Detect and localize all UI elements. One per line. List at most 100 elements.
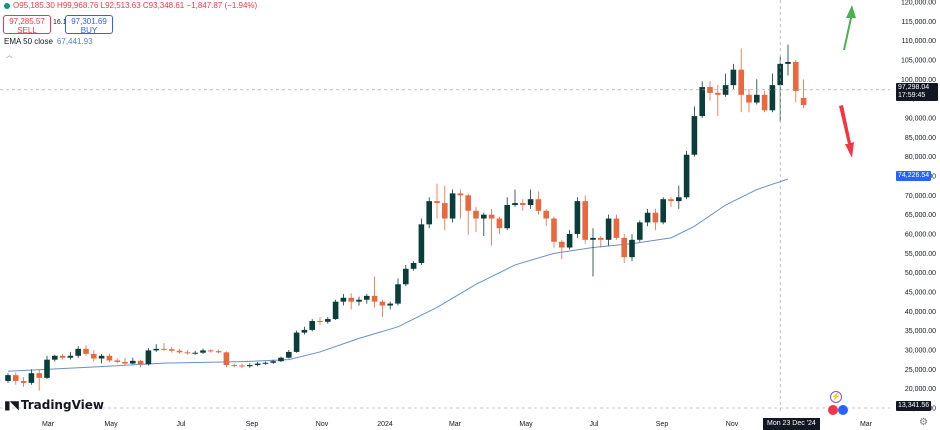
- candle-body: [722, 85, 729, 95]
- candle-body: [535, 199, 542, 211]
- sell-button[interactable]: 97,285.57 SELL: [3, 15, 51, 35]
- y-tick-label: 45,000.00: [905, 290, 936, 297]
- candle-body: [200, 350, 206, 353]
- candle: [527, 189, 534, 209]
- candle-body: [543, 210, 549, 219]
- candle-body: [52, 355, 58, 360]
- candle: [457, 189, 464, 219]
- candle-body: [145, 350, 152, 365]
- candle: [379, 299, 386, 318]
- candle: [800, 79, 807, 109]
- chevron-up-icon[interactable]: ︿: [6, 52, 13, 59]
- candle: [52, 354, 58, 362]
- candle: [761, 90, 768, 113]
- candle: [36, 369, 42, 391]
- candle: [169, 346, 175, 353]
- candle: [137, 359, 144, 368]
- candle: [644, 208, 651, 227]
- y-tick-label: 115,000.00: [901, 19, 936, 26]
- candle-body: [683, 154, 690, 198]
- candle-body: [325, 319, 331, 322]
- candle-body: [403, 268, 409, 285]
- candle: [582, 195, 588, 244]
- candle-body: [192, 352, 198, 354]
- candle-body: [504, 205, 510, 229]
- x-tick-label: Mar: [860, 421, 873, 428]
- candle-body: [98, 355, 105, 359]
- candle: [449, 189, 456, 223]
- candle-body: [496, 218, 503, 229]
- candle: [403, 264, 409, 287]
- candle-body: [715, 92, 721, 95]
- candle: [629, 234, 635, 262]
- candle: [738, 48, 744, 113]
- candle: [535, 191, 542, 215]
- candle-body: [449, 193, 456, 219]
- y-tick-label: 120,000.00: [901, 0, 936, 7]
- candle: [106, 353, 113, 363]
- candle-body: [660, 199, 666, 223]
- gear-icon[interactable]: ⚙: [919, 417, 928, 428]
- candle: [512, 189, 518, 207]
- candle: [426, 197, 432, 229]
- price-axis: 120,000.00 115,000.00 110,000.00 105,000.00…: [901, 0, 936, 413]
- candle: [785, 44, 791, 76]
- candle: [722, 73, 729, 97]
- x-tick-label: Mar: [42, 421, 55, 428]
- candle-body: [691, 116, 698, 155]
- candle: [683, 150, 690, 200]
- flag-marker-icon[interactable]: [838, 405, 848, 415]
- candle: [496, 216, 503, 234]
- candle-body: [769, 85, 776, 111]
- y-tick-label: 110,000.00: [901, 38, 936, 45]
- candle-body: [457, 193, 464, 196]
- candle-body: [442, 203, 448, 219]
- y-tick-label: 25,000.00: [905, 367, 936, 374]
- y-tick-label: 70,000.00: [905, 193, 936, 200]
- candle-body: [309, 321, 315, 330]
- candle: [348, 293, 354, 310]
- candle: [192, 350, 198, 355]
- candle: [91, 350, 97, 362]
- y-tick-label: 100,000.00: [901, 77, 936, 84]
- candle-body: [473, 210, 479, 219]
- candle: [746, 89, 752, 113]
- candle: [270, 359, 276, 364]
- x-tick-label: Nov: [316, 421, 329, 428]
- candle-body: [59, 355, 66, 358]
- tradingview-mark-icon: ▮◥: [4, 398, 19, 412]
- candle-body: [410, 263, 417, 269]
- candle-body: [793, 61, 799, 91]
- flag-marker-icon[interactable]: [828, 405, 838, 415]
- candle-body: [153, 348, 159, 351]
- event-marker-icon[interactable]: ⚡: [830, 391, 842, 403]
- bottom-value-tag: 13,341.56: [896, 401, 932, 411]
- candle-body: [114, 360, 120, 362]
- candle-body: [434, 201, 440, 204]
- ema-legend[interactable]: EMA 50 close 67,441.93: [4, 37, 93, 46]
- countdown: 17:59:45: [898, 92, 926, 99]
- candle-body: [488, 214, 495, 219]
- candle: [371, 276, 378, 308]
- candle: [769, 73, 776, 113]
- time-axis: Mar May Jul Sep Nov 2024 Mar May Jul Sep Nov Mar: [42, 421, 873, 428]
- candle: [325, 317, 331, 324]
- candle: [676, 185, 682, 209]
- buy-button[interactable]: 97,301.69 BUY: [65, 15, 113, 35]
- candle-body: [730, 69, 737, 86]
- candle-body: [364, 295, 370, 300]
- candle-body: [286, 351, 292, 358]
- candle: [730, 63, 737, 89]
- candle: [215, 349, 222, 354]
- buy-label: BUY: [80, 26, 98, 35]
- candle: [488, 208, 495, 246]
- candle-body: [785, 61, 791, 64]
- candle-body: [28, 373, 35, 383]
- candle-body: [270, 361, 276, 363]
- candle-body: [340, 297, 347, 302]
- candle-body: [512, 203, 518, 205]
- candle-body: [36, 373, 42, 378]
- candle-body: [356, 299, 362, 302]
